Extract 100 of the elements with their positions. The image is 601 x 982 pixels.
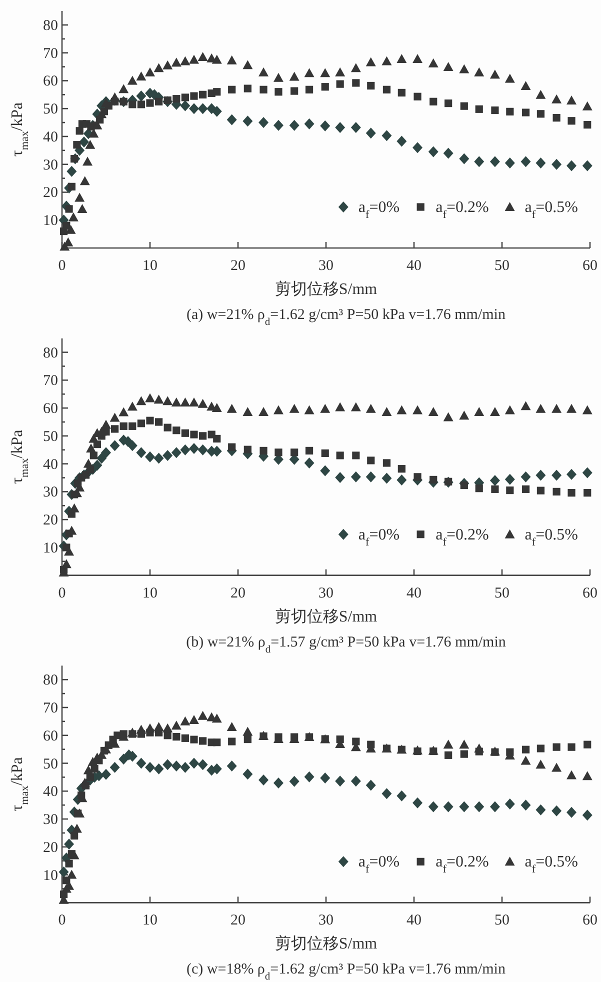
point — [101, 420, 111, 429]
point — [64, 838, 74, 850]
point — [459, 64, 470, 74]
point — [459, 153, 470, 164]
point — [382, 472, 392, 484]
point — [242, 768, 253, 780]
legend-label: a$_{f}$=0% — [358, 854, 400, 876]
x-tick-label: 10 — [142, 912, 158, 929]
y-tick-label: 10 — [43, 540, 58, 556]
point — [412, 405, 423, 414]
point — [101, 768, 111, 780]
point — [171, 397, 182, 406]
point — [582, 771, 592, 780]
point — [66, 870, 77, 879]
point — [382, 56, 392, 66]
point — [73, 141, 81, 149]
x-axis-title: 剪切位移S/mm — [274, 607, 378, 626]
point — [536, 110, 545, 118]
point — [154, 394, 164, 404]
point — [459, 410, 470, 420]
point — [320, 120, 330, 132]
point — [305, 446, 314, 454]
point — [491, 106, 499, 114]
point — [242, 116, 253, 127]
y-tick-label: 40 — [43, 129, 58, 146]
point — [213, 738, 221, 746]
point — [180, 56, 190, 66]
point — [198, 398, 208, 408]
point — [61, 559, 72, 568]
point — [320, 465, 330, 476]
point — [128, 422, 136, 430]
point — [582, 467, 592, 478]
point — [536, 404, 546, 413]
point — [444, 751, 452, 759]
point — [552, 762, 562, 772]
point — [320, 68, 330, 78]
point — [199, 90, 207, 98]
point — [520, 81, 531, 90]
y-tick-label: 40 — [43, 456, 58, 473]
point — [162, 396, 173, 406]
point — [320, 772, 330, 784]
x-tick-label: 20 — [230, 258, 246, 274]
point — [382, 86, 391, 94]
point — [58, 866, 69, 878]
text: (c) w=18% ρ$_{d}$=1.62 g/cm³ P=50 kPa v=1.76 mm/min — [186, 962, 506, 982]
point — [366, 471, 376, 482]
point — [181, 429, 189, 437]
point — [85, 140, 96, 149]
point — [145, 451, 155, 462]
legend-label: a$_{f}$=0.2% — [436, 526, 489, 548]
point — [289, 120, 300, 131]
y-tick-label: 60 — [43, 728, 58, 744]
point — [304, 771, 314, 782]
point — [412, 142, 423, 154]
point — [430, 98, 438, 106]
y-tick-label: 10 — [43, 213, 58, 230]
point — [366, 57, 376, 66]
point — [290, 87, 298, 95]
legend-label: a$_{f}$=0.5% — [524, 854, 578, 876]
point — [242, 406, 253, 416]
legend-label: a$_{f}$=0.5% — [524, 526, 578, 548]
x-tick-label: 50 — [494, 912, 510, 929]
point — [228, 86, 236, 94]
point — [504, 798, 515, 810]
point — [552, 743, 560, 751]
point — [584, 740, 592, 748]
point — [475, 105, 483, 113]
point — [146, 99, 154, 107]
point — [584, 489, 592, 497]
point — [459, 740, 470, 749]
point — [96, 452, 107, 464]
point — [137, 420, 145, 428]
y-tick-label: 80 — [43, 18, 58, 34]
point — [336, 452, 344, 460]
point — [506, 486, 514, 494]
point — [474, 406, 484, 416]
point — [212, 714, 222, 723]
point — [128, 100, 136, 108]
point — [568, 743, 576, 751]
point — [366, 404, 376, 413]
point — [490, 801, 500, 812]
point — [190, 92, 198, 100]
point — [412, 54, 423, 63]
point — [172, 426, 180, 434]
point — [396, 405, 407, 414]
point — [172, 95, 180, 103]
point — [321, 83, 329, 91]
point — [198, 444, 208, 456]
x-axis-title: 剪切位移S/mm — [274, 934, 378, 953]
point — [398, 465, 406, 473]
point — [566, 160, 577, 172]
point — [273, 778, 284, 789]
legend-label: a$_{f}$=0% — [358, 526, 400, 548]
point — [552, 805, 562, 816]
point — [504, 74, 515, 83]
point — [145, 723, 155, 732]
x-tick-label: 60 — [582, 258, 598, 274]
point — [568, 117, 576, 125]
y-tick-label: 30 — [43, 484, 58, 501]
point — [490, 406, 500, 416]
